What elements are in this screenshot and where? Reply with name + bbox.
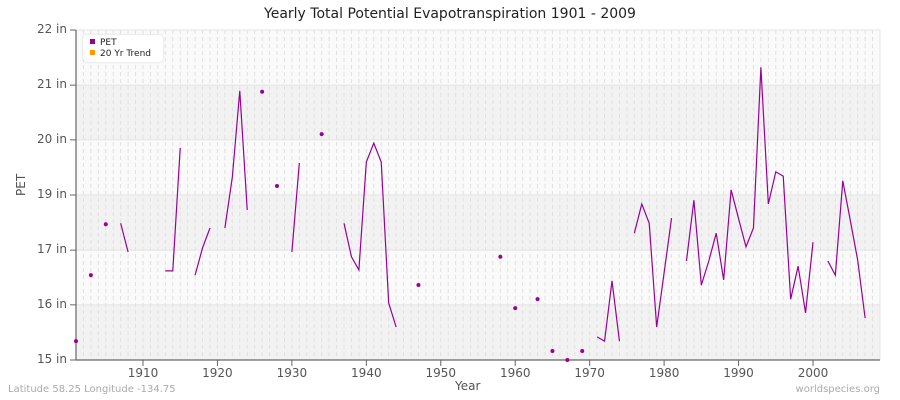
x-tick-label: 1980 (648, 366, 680, 380)
x-tick-label: 1950 (425, 366, 457, 380)
x-tick-label: 1940 (351, 366, 382, 380)
pet-series (74, 67, 866, 362)
y-tick-label: 22 in (36, 22, 67, 36)
source-link[interactable]: worldspecies.org (795, 384, 880, 395)
y-tick-label: 21 in (36, 77, 67, 92)
legend: PET 20 Yr Trend (83, 35, 163, 62)
x-tick-label: 1990 (723, 366, 754, 380)
x-tick-label: 1960 (499, 366, 531, 380)
x-tick-label: 1930 (276, 366, 308, 380)
y-tick-label: 16 in (36, 296, 67, 311)
x-tick-label: 1910 (127, 366, 159, 380)
x-axis-label: Year (455, 379, 481, 393)
legend-item-pet: PET (90, 38, 117, 49)
pet-swatch-icon (90, 39, 95, 44)
legend-item-trend: 20 Yr Trend (90, 49, 151, 60)
coordinates-caption: Latitude 58.25 Longitude -134.75 (8, 384, 176, 395)
chart-title: Yearly Total Potential Evapotranspiratio… (264, 6, 636, 22)
x-tick-label: 1920 (202, 366, 233, 380)
x-tick-label: 1970 (574, 366, 605, 380)
y-tick-label: 17 in (36, 242, 67, 257)
y-tick-label: 19 in (36, 187, 67, 201)
legend-label-trend: 20 Yr Trend (100, 49, 152, 59)
trend-swatch-icon (90, 50, 95, 55)
x-tick-label: 2000 (797, 366, 829, 380)
axes (70, 29, 880, 366)
legend-label-pet: PET (100, 38, 117, 48)
y-tick-label: 15 in (36, 352, 67, 366)
y-tick-label: 20 in (36, 131, 67, 146)
